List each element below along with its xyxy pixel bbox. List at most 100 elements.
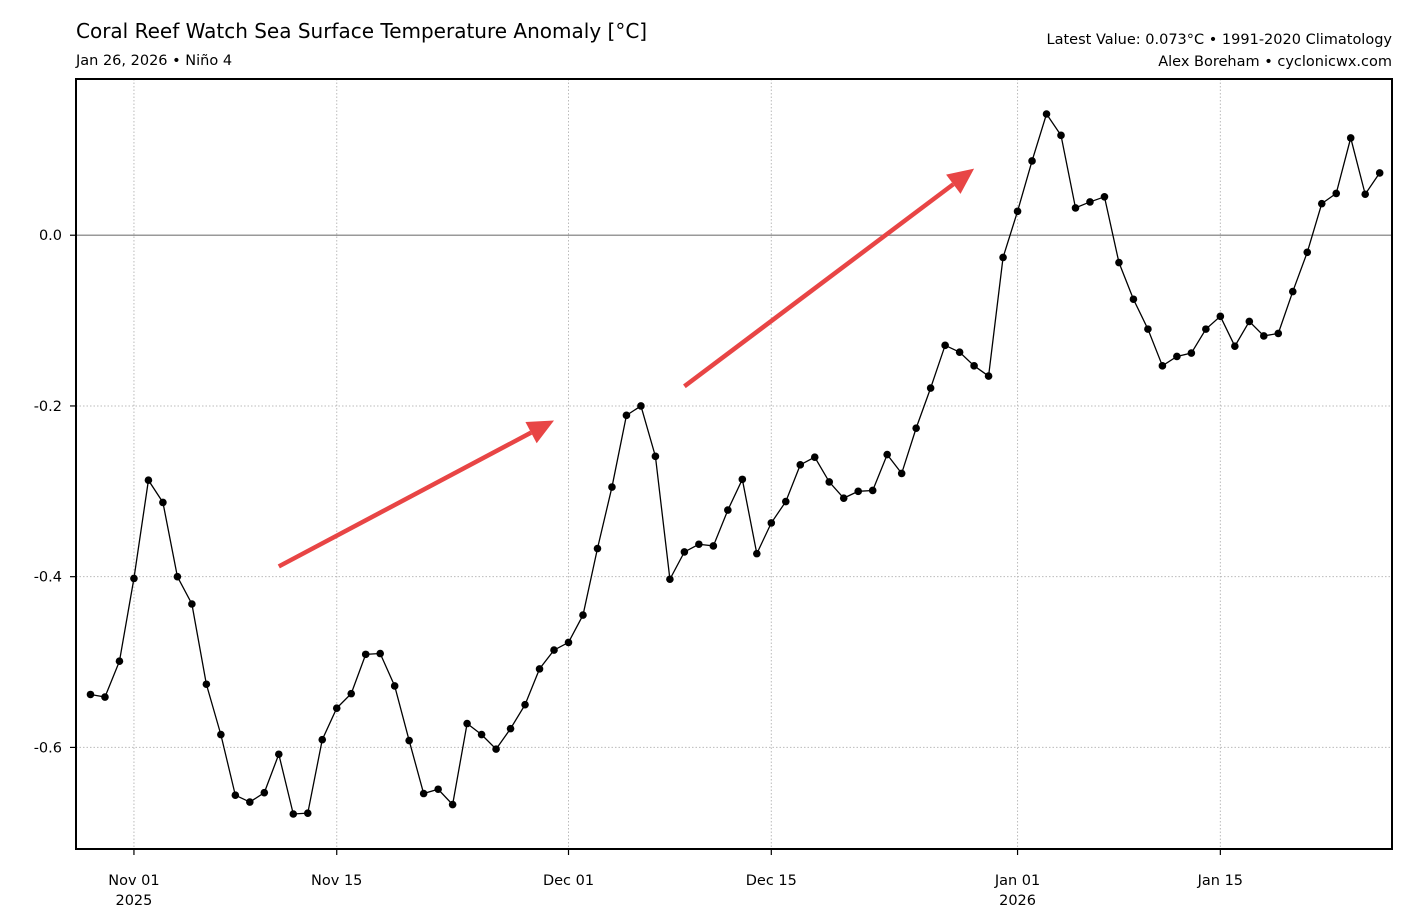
- data-point: [1057, 131, 1065, 140]
- data-point: [434, 785, 442, 794]
- data-point: [593, 544, 602, 553]
- data-point: [1303, 248, 1312, 257]
- data-point: [1086, 198, 1094, 206]
- data-point: [1202, 325, 1210, 333]
- data-point: [101, 693, 109, 701]
- data-point: [825, 478, 834, 486]
- plot-frame: [75, 78, 1393, 850]
- data-point: [1288, 287, 1297, 296]
- data-point: [115, 657, 124, 665]
- data-point: [130, 574, 138, 583]
- data-point: [984, 372, 993, 380]
- data-point: [217, 730, 225, 739]
- data-point: [854, 487, 863, 496]
- data-point: [868, 486, 877, 495]
- data-point: [1028, 157, 1036, 165]
- y-tick-label: -0.4: [34, 570, 62, 586]
- data-point: [941, 341, 949, 350]
- data-point: [1100, 193, 1109, 201]
- data-point: [724, 506, 732, 514]
- data-point: [579, 611, 587, 619]
- x-tick-year-label: 2026: [999, 893, 1036, 909]
- data-point: [1245, 317, 1254, 326]
- data-point: [608, 483, 616, 491]
- data-point: [144, 476, 153, 485]
- data-point: [492, 745, 500, 753]
- arrow-shaft: [683, 182, 955, 389]
- data-point: [1173, 352, 1181, 361]
- data-point: [1129, 295, 1138, 304]
- data-point: [897, 469, 906, 478]
- data-point: [463, 719, 471, 728]
- data-point: [1346, 134, 1355, 142]
- data-point: [955, 348, 964, 356]
- y-tick-label: -0.2: [34, 399, 62, 415]
- data-point: [289, 810, 298, 818]
- data-point: [419, 789, 428, 798]
- data-point: [1158, 362, 1167, 370]
- x-tick-label: Nov 15: [311, 873, 362, 889]
- data-point: [390, 682, 399, 690]
- data-point: [1260, 332, 1268, 340]
- data-point: [1332, 189, 1341, 198]
- data-point: [796, 461, 805, 469]
- data-point: [535, 665, 544, 673]
- trend-arrow: [277, 420, 555, 569]
- data-point: [1361, 190, 1370, 199]
- data-point: [246, 798, 254, 806]
- data-point: [448, 800, 457, 809]
- data-point: [86, 690, 95, 699]
- axis-ticks: Nov 01 2025 Nov 15 Dec 01 Dec 15 Jan 01 2026 Ja…: [34, 228, 1243, 909]
- data-point: [1042, 110, 1051, 118]
- data-point: [1274, 329, 1283, 338]
- data-point: [188, 600, 196, 608]
- data-point: [550, 646, 558, 654]
- x-tick-label: Jan 15: [1197, 873, 1243, 889]
- data-point: [274, 750, 283, 759]
- arrow-head: [525, 420, 555, 444]
- data-point: [231, 791, 240, 800]
- data-point: [709, 542, 718, 550]
- gridlines: [76, 79, 1392, 849]
- trend-arrow: [683, 168, 975, 389]
- data-point: [173, 572, 182, 581]
- series-anomaly: [86, 110, 1384, 818]
- data-point: [318, 735, 327, 744]
- data-point: [753, 549, 761, 558]
- data-point: [738, 475, 747, 484]
- data-point: [361, 650, 370, 659]
- data-point: [781, 497, 790, 506]
- series-line: [90, 112, 1381, 815]
- data-point: [839, 494, 848, 502]
- annotations: [277, 168, 975, 569]
- x-tick-year-label: 2025: [115, 893, 152, 909]
- data-point: [1231, 342, 1239, 350]
- data-point: [521, 700, 529, 709]
- data-point: [666, 575, 674, 584]
- data-point: [912, 424, 920, 432]
- data-point: [1216, 312, 1225, 321]
- data-point: [332, 704, 341, 712]
- chart-subtitle: Jan 26, 2026 • Niño 4: [75, 53, 232, 69]
- x-tick-label: Jan 01: [994, 873, 1040, 889]
- data-point: [883, 450, 891, 459]
- chart-title: Coral Reef Watch Sea Surface Temperature…: [76, 19, 647, 43]
- data-point: [1187, 349, 1196, 357]
- data-point: [159, 498, 167, 507]
- data-point: [376, 649, 384, 658]
- data-point: [303, 809, 312, 817]
- y-tick-label: -0.6: [34, 740, 62, 756]
- data-point: [1115, 258, 1123, 267]
- data-point: [564, 638, 573, 647]
- x-tick-label: Nov 01: [108, 873, 159, 889]
- data-point: [651, 452, 660, 461]
- data-point: [1071, 204, 1080, 212]
- data-point: [405, 736, 413, 745]
- y-tick-label: 0.0: [39, 228, 62, 244]
- x-tick-label: Dec 01: [543, 873, 594, 889]
- data-point: [1375, 169, 1384, 177]
- data-point: [926, 384, 935, 392]
- credit-info: Alex Boreham • cyclonicwx.com: [1158, 54, 1392, 70]
- data-point: [970, 362, 978, 370]
